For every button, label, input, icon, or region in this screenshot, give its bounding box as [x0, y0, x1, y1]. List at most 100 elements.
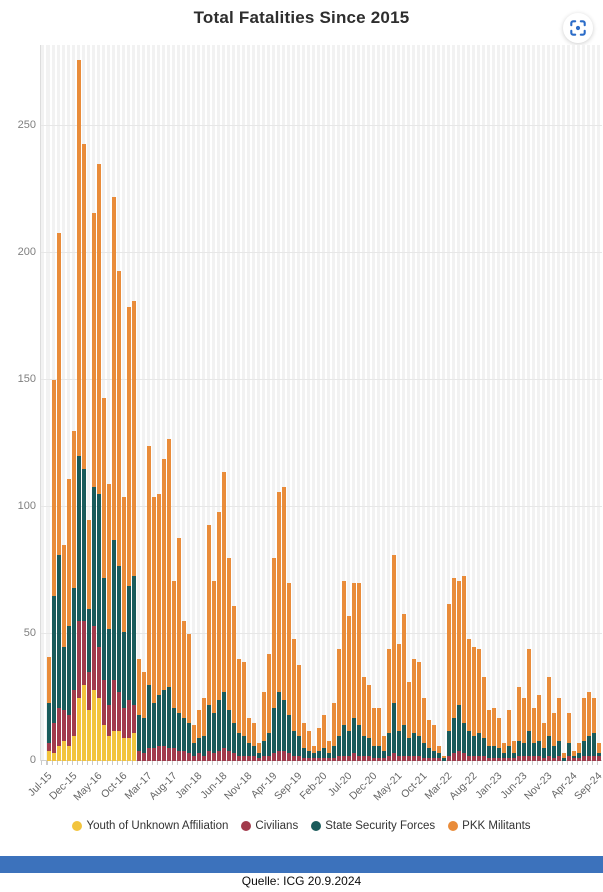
- bar[interactable]: [211, 580, 216, 761]
- expand-button[interactable]: [563, 13, 593, 43]
- bar[interactable]: [566, 712, 571, 761]
- bar[interactable]: [151, 496, 156, 761]
- bar[interactable]: [531, 707, 536, 761]
- bar[interactable]: [391, 555, 396, 761]
- bar[interactable]: [261, 692, 266, 761]
- bar[interactable]: [131, 301, 136, 761]
- bar[interactable]: [546, 677, 551, 761]
- bar[interactable]: [491, 707, 496, 761]
- bar[interactable]: [266, 654, 271, 761]
- bar[interactable]: [506, 710, 511, 761]
- bar[interactable]: [361, 677, 366, 761]
- bar[interactable]: [511, 740, 516, 761]
- bar[interactable]: [451, 578, 456, 761]
- bar[interactable]: [436, 745, 441, 761]
- bar[interactable]: [556, 697, 561, 761]
- bar[interactable]: [406, 682, 411, 761]
- bar[interactable]: [336, 649, 341, 761]
- bar[interactable]: [86, 519, 91, 761]
- bar[interactable]: [106, 484, 111, 761]
- bar[interactable]: [201, 697, 206, 761]
- bar[interactable]: [216, 512, 221, 761]
- bar[interactable]: [541, 722, 546, 761]
- bar[interactable]: [81, 144, 86, 761]
- bar[interactable]: [366, 684, 371, 761]
- bar[interactable]: [46, 656, 51, 761]
- bar[interactable]: [121, 496, 126, 761]
- bar[interactable]: [481, 677, 486, 761]
- bar[interactable]: [411, 659, 416, 761]
- bar[interactable]: [116, 270, 121, 761]
- bar[interactable]: [246, 717, 251, 761]
- bar[interactable]: [311, 745, 316, 761]
- bar[interactable]: [401, 613, 406, 761]
- bar[interactable]: [236, 659, 241, 761]
- bar[interactable]: [346, 616, 351, 761]
- bar[interactable]: [431, 725, 436, 761]
- bar[interactable]: [421, 697, 426, 761]
- bar[interactable]: [241, 662, 246, 761]
- bar[interactable]: [91, 212, 96, 761]
- bar[interactable]: [441, 755, 446, 761]
- bar[interactable]: [191, 725, 196, 761]
- bar[interactable]: [256, 743, 261, 761]
- bar[interactable]: [61, 545, 66, 761]
- bar[interactable]: [356, 583, 361, 761]
- bar[interactable]: [341, 580, 346, 761]
- bar[interactable]: [56, 232, 61, 761]
- bar[interactable]: [516, 687, 521, 761]
- bar[interactable]: [226, 557, 231, 761]
- bar[interactable]: [536, 695, 541, 761]
- bar[interactable]: [291, 639, 296, 761]
- bar[interactable]: [276, 491, 281, 761]
- bar[interactable]: [461, 575, 466, 761]
- bar[interactable]: [141, 672, 146, 761]
- bar[interactable]: [286, 583, 291, 761]
- bar[interactable]: [96, 164, 101, 761]
- bar[interactable]: [591, 697, 596, 761]
- bar[interactable]: [596, 743, 601, 761]
- bar[interactable]: [166, 438, 171, 761]
- bar[interactable]: [351, 583, 356, 761]
- bar[interactable]: [111, 197, 116, 761]
- bar[interactable]: [76, 60, 81, 761]
- bar[interactable]: [416, 662, 421, 761]
- bar[interactable]: [381, 735, 386, 761]
- bar[interactable]: [586, 692, 591, 761]
- bar[interactable]: [301, 722, 306, 761]
- bar[interactable]: [66, 479, 71, 761]
- bar[interactable]: [446, 603, 451, 761]
- bar[interactable]: [51, 380, 56, 761]
- bar[interactable]: [176, 537, 181, 761]
- bar[interactable]: [171, 580, 176, 761]
- bar[interactable]: [576, 743, 581, 761]
- bar[interactable]: [196, 710, 201, 761]
- bar[interactable]: [471, 646, 476, 761]
- bar[interactable]: [306, 730, 311, 761]
- bar[interactable]: [571, 750, 576, 761]
- bar[interactable]: [271, 557, 276, 761]
- bar[interactable]: [321, 715, 326, 761]
- bar[interactable]: [456, 580, 461, 761]
- bar[interactable]: [251, 722, 256, 761]
- bar[interactable]: [376, 707, 381, 761]
- bar[interactable]: [101, 397, 106, 761]
- bar[interactable]: [371, 707, 376, 761]
- bar[interactable]: [136, 659, 141, 761]
- bar[interactable]: [231, 606, 236, 761]
- bar[interactable]: [526, 649, 531, 761]
- bar[interactable]: [156, 494, 161, 761]
- bar[interactable]: [551, 712, 556, 761]
- bar[interactable]: [466, 639, 471, 761]
- bar[interactable]: [71, 430, 76, 761]
- bar[interactable]: [206, 524, 211, 761]
- bar[interactable]: [486, 710, 491, 761]
- bar[interactable]: [326, 740, 331, 761]
- bar[interactable]: [296, 664, 301, 761]
- bar[interactable]: [186, 634, 191, 761]
- bar[interactable]: [396, 644, 401, 761]
- bar[interactable]: [521, 697, 526, 761]
- bar[interactable]: [161, 458, 166, 761]
- bar[interactable]: [501, 743, 506, 761]
- bar[interactable]: [316, 728, 321, 761]
